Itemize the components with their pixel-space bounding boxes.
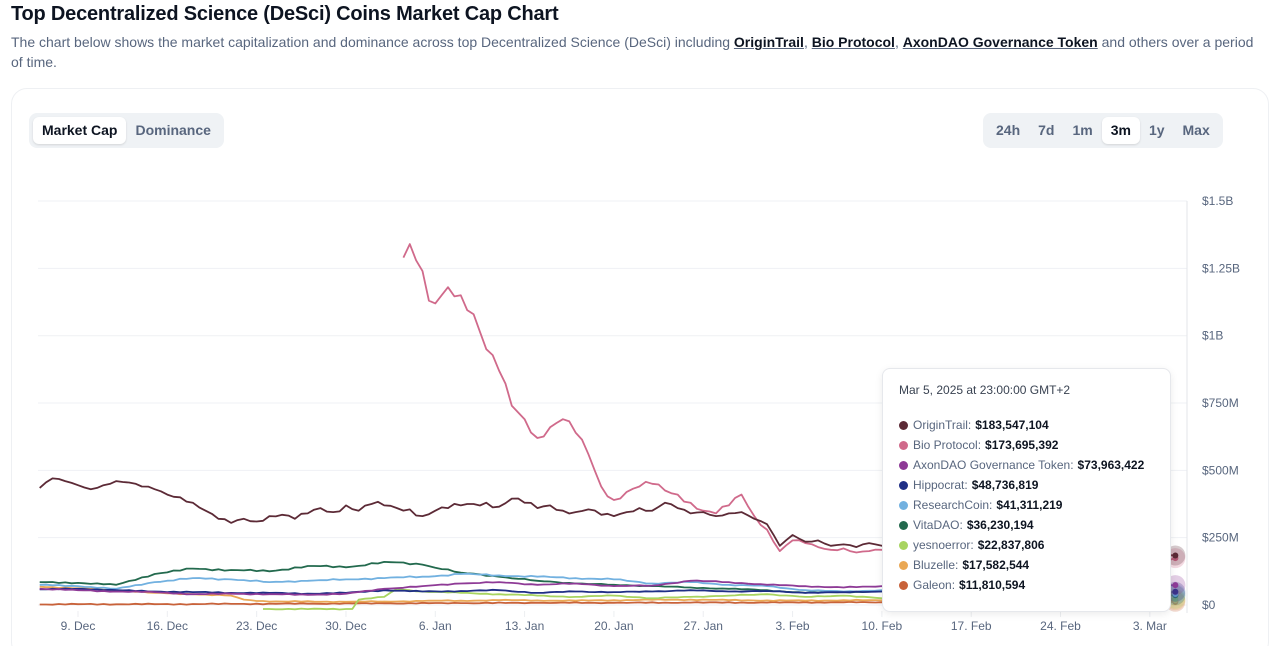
desc-sep: , <box>894 34 903 50</box>
view-toggle: Market Cap Dominance <box>29 113 224 148</box>
link-axondao[interactable]: AxonDAO Governance Token <box>902 34 1098 50</box>
link-bio-protocol[interactable]: Bio Protocol <box>811 34 895 50</box>
x-tick-label: 20. Jan <box>594 619 633 633</box>
y-tick-label: $1.5B <box>1202 194 1233 208</box>
desc-text-pre: The chart below shows the market capital… <box>11 34 734 50</box>
legend-dot-icon <box>899 460 908 470</box>
legend-dot-icon <box>899 500 908 510</box>
tooltip-row: ResearchCoin: $41,311,219 <box>899 495 1154 515</box>
desc-sep: , <box>803 34 812 50</box>
series-end-point <box>1172 588 1179 595</box>
tooltip-series-value: $73,963,422 <box>1077 458 1145 472</box>
tooltip-colon: : <box>967 418 972 432</box>
y-tick-label: $250M <box>1202 531 1239 545</box>
tooltip-series-name: Hippocrat <box>913 478 965 492</box>
tooltip-row: AxonDAO Governance Token: $73,963,422 <box>899 455 1154 475</box>
tab-market-cap[interactable]: Market Cap <box>33 117 127 144</box>
page-description: The chart below shows the market capital… <box>11 32 1261 72</box>
tooltip-series-name: yesnoerror <box>913 538 971 552</box>
y-axis-ticks: $0 $250M $500M $750M $1B $1.25B $1.5B <box>1202 194 1240 612</box>
tooltip-row: Bio Protocol: $173,695,392 <box>899 435 1154 455</box>
tooltip-colon: : <box>964 478 968 492</box>
x-tick-label: 10. Feb <box>862 619 903 633</box>
tooltip-rows: OriginTrail: $183,547,104 Bio Protocol: $17… <box>899 415 1154 595</box>
x-tick-label: 13. Jan <box>505 619 544 633</box>
legend-dot-icon <box>899 540 908 550</box>
legend-dot-icon <box>899 580 908 590</box>
range-toggle: 24h 7d 1m 3m 1y Max <box>983 113 1223 148</box>
legend-dot-icon <box>899 520 908 530</box>
tooltip-series-value: $11,810,594 <box>959 578 1026 592</box>
tooltip-row: Galeon: $11,810,594 <box>899 575 1154 595</box>
tooltip-colon: : <box>951 578 956 592</box>
desc-text-post: and others over a period of time. <box>11 34 1254 70</box>
tooltip-colon: : <box>977 438 982 452</box>
tooltip-series-value: $41,311,219 <box>996 498 1063 512</box>
range-1m[interactable]: 1m <box>1072 122 1093 138</box>
x-tick-label: 24. Feb <box>1040 619 1081 633</box>
tooltip-series-name: VitaDAO <box>913 518 960 532</box>
x-tick-label: 27. Jan <box>684 619 723 633</box>
tooltip-row: OriginTrail: $183,547,104 <box>899 415 1154 435</box>
tooltip-series-name: Galeon <box>913 578 952 592</box>
link-origintrail[interactable]: OriginTrail <box>733 34 804 50</box>
tooltip-date: Mar 5, 2025 at 23:00:00 GMT+2 <box>899 383 1071 397</box>
tooltip-series-value: $48,736,819 <box>971 478 1039 492</box>
x-tick-label: 3. Feb <box>776 619 810 633</box>
x-tick-label: 23. Dec <box>236 619 277 633</box>
x-axis-ticks: 9. Dec 16. Dec 23. Dec 30. Dec 6. Jan 13. Jan… <box>61 611 1167 633</box>
series-end-point <box>1172 582 1179 589</box>
tooltip-series-value: $17,582,544 <box>962 558 1030 572</box>
tooltip-series-name: AxonDAO Governance Token <box>913 458 1071 472</box>
y-tick-label: $1B <box>1202 329 1223 343</box>
tooltip-row: Hippocrat: $48,736,819 <box>899 475 1154 495</box>
tab-dominance[interactable]: Dominance <box>135 122 211 138</box>
tooltip-colon: : <box>955 558 959 572</box>
legend-dot-icon <box>899 420 908 430</box>
tooltip-series-value: $173,695,392 <box>985 438 1059 452</box>
tooltip-colon: : <box>959 518 963 532</box>
x-tick-label: 9. Dec <box>61 619 96 633</box>
legend-dot-icon <box>899 440 908 450</box>
y-tick-label: $1.25B <box>1202 261 1240 275</box>
series-end-point <box>1172 552 1179 559</box>
x-tick-label: 30. Dec <box>325 619 366 633</box>
y-tick-label: $500M <box>1202 463 1239 477</box>
tooltip-series-value: $36,230,194 <box>966 518 1034 532</box>
legend-dot-icon <box>899 560 908 570</box>
page-title: Top Decentralized Science (DeSci) Coins … <box>11 3 559 25</box>
tooltip-series-name: ResearchCoin <box>913 498 990 512</box>
legend-dot-icon <box>899 480 908 490</box>
range-24h[interactable]: 24h <box>996 122 1021 138</box>
y-tick-label: $750M <box>1202 396 1239 410</box>
tooltip-series-value: $22,837,806 <box>977 538 1045 552</box>
tooltip-colon: : <box>1070 458 1074 472</box>
range-max[interactable]: Max <box>1182 122 1210 138</box>
tooltip-row: Bluzelle: $17,582,544 <box>899 555 1154 575</box>
y-tick-label: $0 <box>1202 598 1216 612</box>
x-tick-label: 6. Jan <box>419 619 452 633</box>
range-3m[interactable]: 3m <box>1101 117 1140 144</box>
tooltip-series-name: Bluzelle <box>913 558 956 572</box>
tooltip-colon: : <box>989 498 993 512</box>
tooltip-series-name: Bio Protocol <box>913 438 978 452</box>
tooltip-series-value: $183,547,104 <box>975 418 1049 432</box>
tooltip-row: VitaDAO: $36,230,194 <box>899 515 1154 535</box>
tooltip-series-name: OriginTrail <box>913 418 968 432</box>
tooltip-row: yesnoerror: $22,837,806 <box>899 535 1154 555</box>
range-7d[interactable]: 7d <box>1038 122 1055 138</box>
tooltip-colon: : <box>970 538 974 552</box>
range-1y[interactable]: 1y <box>1148 122 1165 138</box>
x-tick-label: 16. Dec <box>147 619 188 633</box>
chart-tooltip: Mar 5, 2025 at 23:00:00 GMT+2 OriginTrai… <box>882 368 1171 612</box>
x-tick-label: 3. Mar <box>1133 619 1167 633</box>
x-tick-label: 17. Feb <box>951 619 992 633</box>
